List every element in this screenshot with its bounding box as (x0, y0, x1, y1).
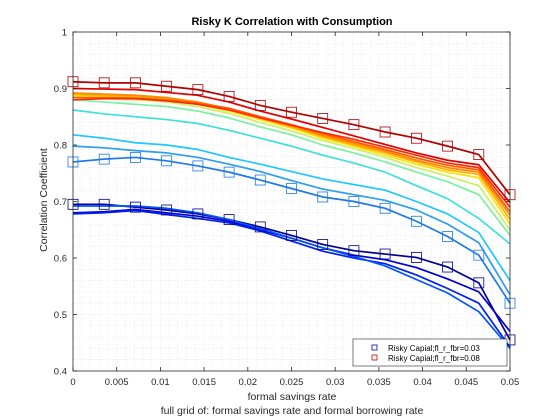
series-line-14 (72, 97, 511, 208)
series-marker-0 (161, 204, 173, 216)
y-tick-label: 0.5 (54, 310, 67, 321)
series-line-5 (72, 145, 511, 296)
y-tick-label: 1 (62, 28, 67, 39)
series-marker-16 (317, 113, 329, 124)
legend-label-1: Risky Capial;fl_r_fbr=0.08 (388, 354, 480, 363)
series-marker-0 (442, 261, 453, 273)
series-marker-0 (348, 245, 360, 257)
series-marker-4 (473, 249, 485, 261)
series-marker-16 (379, 126, 391, 138)
legend-box (352, 338, 508, 367)
series-line-8 (72, 98, 511, 236)
series-marker-0 (317, 239, 329, 250)
series-marker-16 (473, 149, 485, 161)
series-marker-0 (410, 252, 422, 263)
y-tick-label: 0.8 (54, 141, 67, 152)
y-tick-label: 0.6 (54, 254, 67, 265)
x-axis-label: formal savings rate (248, 391, 337, 403)
x-tick-label: 0.045 (454, 377, 478, 388)
chart-title: Risky K Correlation with Consumption (191, 16, 392, 28)
x-tick-label: 0.05 (501, 377, 520, 388)
x-tick-label: 0.015 (192, 377, 216, 388)
series-marker-16 (192, 84, 204, 96)
x-tick-label: 0 (70, 377, 75, 388)
series-marker-4 (379, 202, 391, 214)
series-marker-0 (98, 198, 110, 210)
y-axis-label: Correlation Coefficient (38, 148, 50, 252)
x-tick-label: 0.035 (367, 377, 391, 388)
series-line-9 (72, 96, 511, 231)
series-marker-4 (317, 191, 329, 203)
series-marker-16 (254, 100, 266, 111)
series-marker-4 (223, 166, 235, 178)
y-tick-label: 0.7 (54, 197, 67, 208)
series-marker-0 (192, 208, 204, 220)
series-marker-0 (223, 214, 235, 225)
series-marker-4 (98, 153, 110, 165)
series-line-11 (72, 93, 511, 221)
series-marker-16 (286, 106, 297, 118)
series-line-7 (72, 109, 511, 245)
series-marker-16 (130, 77, 141, 89)
series-marker-0 (379, 248, 391, 260)
series-marker-4 (348, 196, 360, 207)
x-ticks: 0 0.005 0.01 0.015 0.02 0.025 0.03 0.035 0.04 0.0… (70, 32, 519, 388)
series-marker-4 (442, 231, 453, 242)
series-line-3 (73, 205, 511, 349)
series-line-6 (72, 133, 511, 282)
series-marker-0 (254, 221, 266, 233)
series-marker-16 (348, 119, 360, 131)
x-tick-label: 0.02 (239, 377, 258, 388)
series-marker-4 (254, 174, 266, 186)
y-tick-label: 0.9 (54, 84, 67, 95)
series-line-16 (72, 80, 511, 196)
series-line-2 (72, 209, 511, 348)
y-ticks: 0.4 0.5 0.6 0.7 0.8 0.9 1 (54, 28, 510, 378)
grid (73, 32, 510, 371)
series-marker-4 (130, 152, 141, 163)
x-tick-label: 0.005 (105, 377, 129, 388)
series-line-15 (72, 87, 511, 204)
series-marker-16 (161, 80, 173, 92)
series-marker-4 (410, 215, 422, 227)
legend: Risky Capial;fl_r_fbr=0.03 Risky Capial;… (352, 338, 508, 367)
series-marker-0 (473, 277, 485, 289)
series-marker-0 (130, 201, 141, 213)
legend-marker-1 (371, 354, 378, 361)
x-tick-label: 0.025 (280, 377, 304, 388)
series-marker-4 (161, 155, 173, 167)
legend-marker-0 (371, 344, 378, 351)
series-marker-16 (410, 132, 422, 144)
x-axis-sublabel: full grid of: formal savings rate and fo… (161, 405, 424, 417)
x-tick-label: 0.04 (413, 377, 432, 388)
series-group (67, 76, 516, 349)
series-marker-16 (442, 140, 453, 152)
series-line-0 (73, 203, 511, 341)
series-marker-4 (192, 160, 204, 172)
series-marker-16 (223, 91, 235, 102)
series-line-4 (72, 156, 511, 304)
series-marker-0 (286, 229, 297, 241)
series-marker-16 (98, 77, 110, 89)
legend-label-0: Risky Capial;fl_r_fbr=0.03 (388, 344, 480, 353)
series-marker-4 (286, 183, 297, 194)
x-tick-label: 0.03 (326, 377, 345, 388)
x-tick-label: 0.01 (151, 377, 170, 388)
y-tick-label: 0.4 (54, 367, 67, 378)
